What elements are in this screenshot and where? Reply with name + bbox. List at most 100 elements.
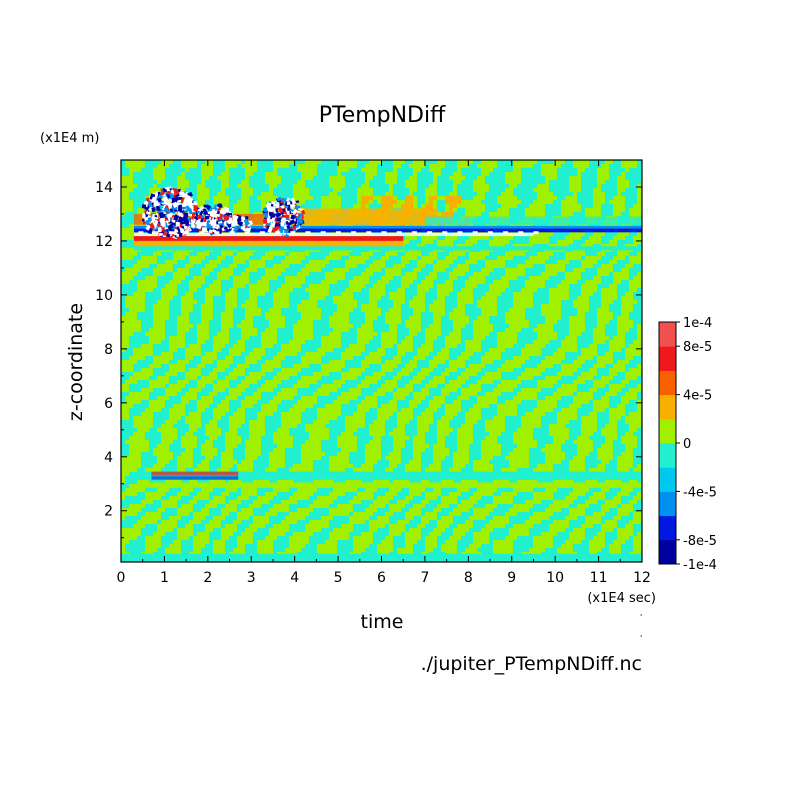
turbulence-cell: [163, 231, 167, 236]
heatmap-band: [134, 228, 642, 233]
turbulence-cell: [178, 232, 183, 238]
x-tick-label: 5: [334, 570, 343, 586]
turbulence-cell: [217, 220, 223, 224]
colorbar-swatch: [659, 491, 676, 517]
turbulence-cell: [151, 216, 156, 220]
layer-dash: [396, 231, 402, 235]
turbulence-cell: [157, 194, 164, 200]
turbulence-cell: [160, 190, 165, 196]
turbulence-cell: [159, 219, 163, 223]
turbulence-cell: [154, 192, 158, 198]
turbulence-cell: [195, 212, 198, 217]
turbulence-cell: [216, 224, 219, 229]
turbulence-cell: [172, 201, 179, 208]
colorbar: 1e-4 8e-5 4e-5 0 -4e-5 -8e-5 -1e-4: [658, 316, 717, 573]
colorbar-swatch: [659, 515, 676, 541]
turbulence-cell: [208, 229, 213, 234]
layer-dash: [381, 231, 387, 235]
turbulence-cell: [212, 218, 219, 226]
turbulence-cell: [166, 190, 172, 195]
turbulence-cell: [276, 212, 282, 217]
turbulence-cell: [288, 228, 293, 234]
turbulence-cell: [217, 210, 221, 214]
turbulence-cell: [212, 223, 217, 229]
turbulence-cell: [295, 205, 301, 209]
x-axis-label: time: [361, 611, 404, 633]
x-tick-label: 8: [464, 570, 473, 586]
turbulence-cell: [203, 204, 208, 208]
heatmap-band: [134, 225, 642, 229]
turbulence-cell: [223, 221, 227, 227]
turbulence-cell: [158, 212, 165, 219]
turbulence-cell: [285, 197, 290, 202]
turbulence-cell: [291, 199, 296, 205]
turbulence-cell: [169, 187, 172, 191]
turbulence-cell: [300, 209, 306, 215]
heatmap-band: [134, 236, 404, 241]
turbulence-cell: [294, 209, 300, 214]
heatmap-band: [134, 246, 642, 251]
layer-dash: [199, 231, 205, 235]
turbulence-cell: [226, 222, 233, 229]
layer-dash: [183, 231, 189, 235]
layer-dash: [320, 231, 326, 235]
turbulence-cell: [272, 221, 276, 227]
turbulence-cell: [146, 211, 151, 215]
colorbar-swatch: [659, 322, 676, 347]
layer-dash: [503, 231, 509, 235]
layer-dash: [275, 231, 281, 235]
turbulence-cell: [159, 232, 163, 236]
x-tick-label: 0: [117, 570, 126, 586]
turbulence-cell: [275, 226, 280, 230]
layer-dash: [366, 231, 372, 235]
heatmap-band: [134, 232, 534, 237]
turbulence-cell: [201, 227, 207, 233]
turbulence-cell: [151, 207, 156, 213]
y-tick-label: 8: [104, 342, 113, 358]
y-axis-label: z-coordinate: [65, 303, 87, 421]
turbulence-cell: [168, 202, 173, 209]
turbulence-cell: [166, 214, 171, 221]
layer-dash: [168, 231, 174, 235]
x-axis-unit: (x1E4 sec): [587, 591, 656, 606]
turbulence-cell: [295, 223, 300, 229]
turbulence-cell: [167, 209, 172, 214]
turbulence-cell: [174, 228, 179, 233]
colorbar-swatch: [659, 370, 676, 396]
turbulence-cell: [277, 206, 284, 214]
source-file-label: ./jupiter_PTempNDiff.nc: [421, 653, 642, 675]
turbulence-cell: [187, 217, 191, 222]
turbulence-cell: [292, 225, 297, 230]
heatmap-band: [134, 240, 404, 247]
turbulence-cell: [172, 219, 176, 224]
colorbar-label: -1e-4: [683, 558, 717, 573]
turbulence-cell: [180, 228, 185, 233]
turbulence-cell: [184, 194, 191, 202]
heatmap-cells: [121, 160, 642, 562]
turbulence-cell: [145, 224, 152, 231]
turbulence-cell: [167, 223, 174, 230]
turbulence-cell: [157, 191, 161, 195]
x-tick-label: 4: [290, 570, 299, 586]
turbulence-cell: [153, 200, 160, 207]
plot-area: [121, 160, 642, 562]
colorbar-label: 0: [683, 437, 691, 452]
layer-dash: [487, 231, 493, 235]
turbulence-cell: [157, 227, 162, 233]
heatmap-band: [151, 471, 239, 476]
y-axis-unit: (x1E4 m): [40, 131, 99, 146]
heatmap-band: [424, 216, 642, 225]
layer-dash: [411, 231, 417, 235]
turbulence-cell: [157, 197, 162, 203]
turbulence-cell: [141, 204, 147, 209]
layer-dash: [229, 231, 235, 235]
turbulence-cell: [175, 221, 180, 227]
colorbar-swatch: [659, 467, 676, 492]
turbulence-cell: [144, 210, 147, 214]
turbulence-cell: [182, 203, 186, 207]
turbulence-cell: [268, 218, 274, 224]
colorbar-swatch: [659, 418, 676, 444]
turbulence-cell: [268, 211, 275, 217]
turbulence-cell: [182, 212, 187, 217]
turbulence-cell: [264, 212, 269, 218]
